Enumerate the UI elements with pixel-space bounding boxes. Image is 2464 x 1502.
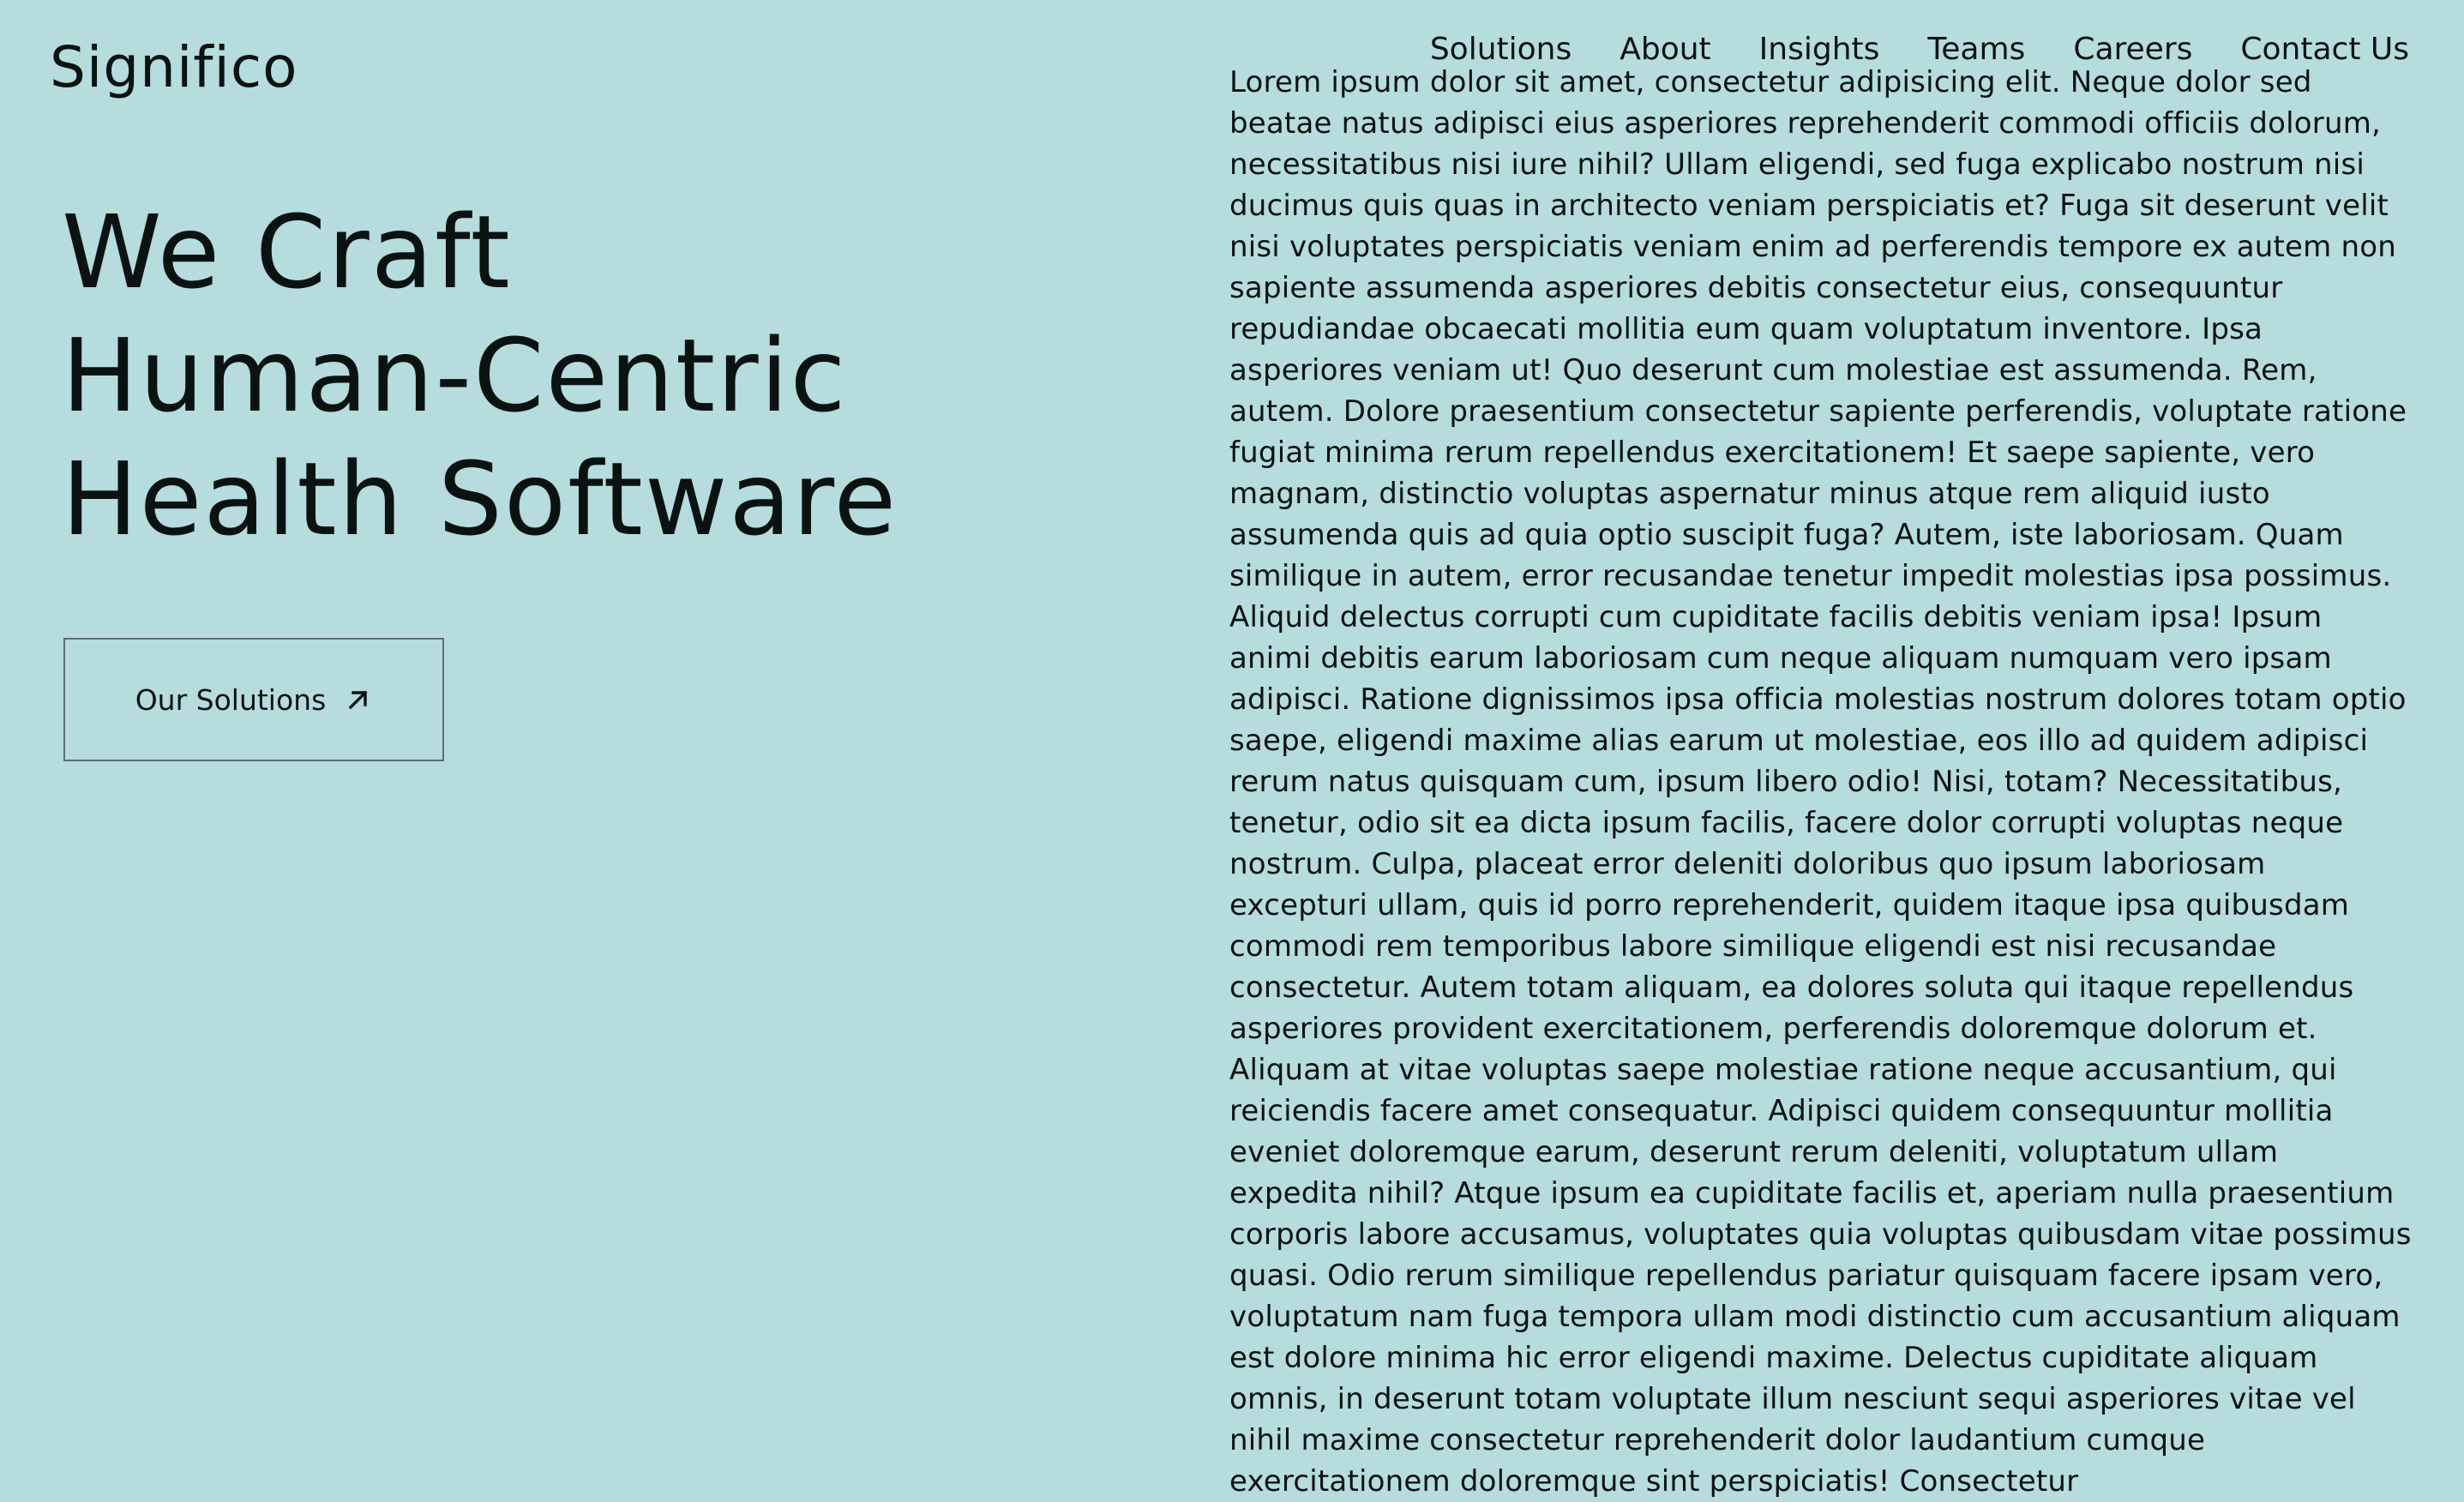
nav-item-contact-us[interactable]: Contact Us [2240,32,2409,67]
nav-item-solutions[interactable]: Solutions [1429,32,1572,67]
nav-item-about[interactable]: About [1620,32,1711,67]
hero-headline-line: Human-Centric [62,316,848,435]
main-nav: Solutions About Insights Teams Careers C… [1430,29,2409,70]
hero-headline: We Craft Human-Centric Health Software [62,190,898,561]
brand-logo[interactable]: Significo [50,34,298,100]
hero-headline-line: Health Software [62,440,898,558]
nav-item-teams[interactable]: Teams [1927,32,2026,67]
arrow-up-right-icon [345,686,372,713]
nav-item-careers[interactable]: Careers [2073,32,2193,67]
our-solutions-button[interactable]: Our Solutions [63,638,444,761]
hero-headline-line: We Craft [62,193,512,311]
our-solutions-button-label: Our Solutions [135,682,327,717]
body-paragraph: Lorem ipsum dolor sit amet, consectetur … [1229,65,2412,1499]
nav-item-insights[interactable]: Insights [1758,32,1880,67]
